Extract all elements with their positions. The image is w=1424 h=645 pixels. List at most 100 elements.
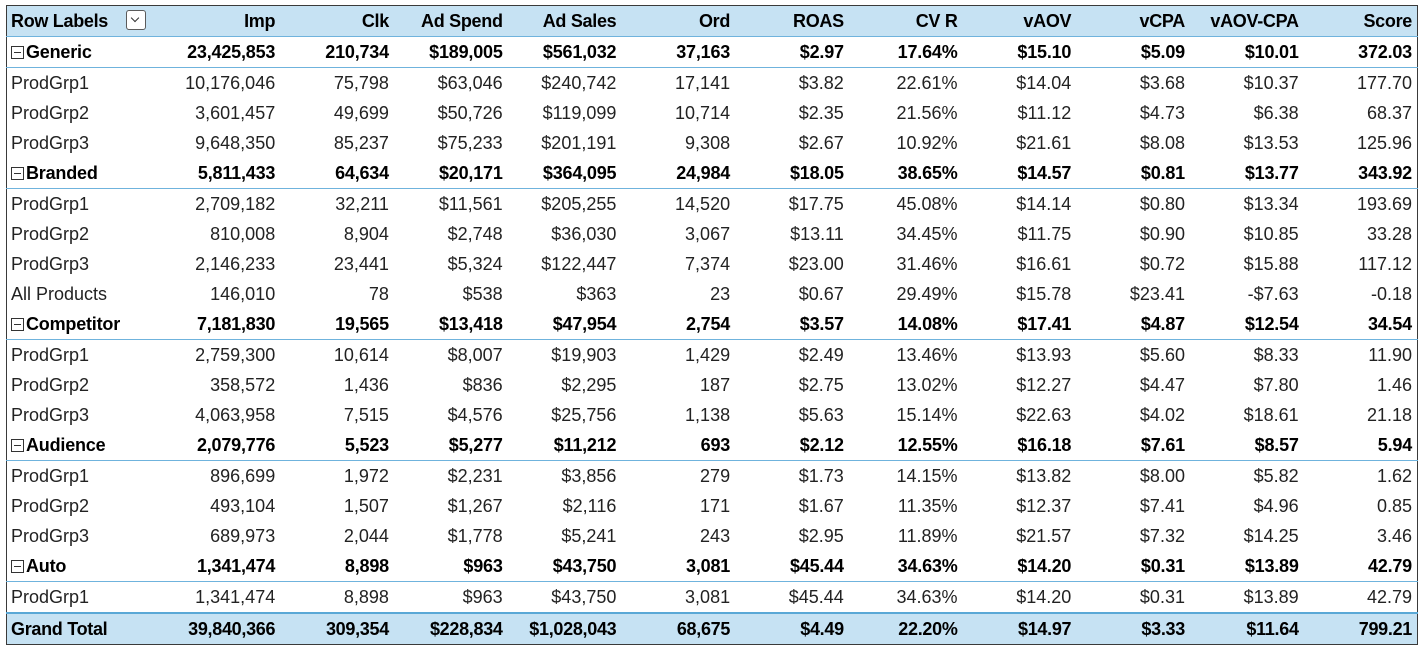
filter-dropdown-icon[interactable]	[126, 10, 147, 31]
value-cell[interactable]: 75,798	[333, 73, 389, 93]
value-cell[interactable]: $13.82	[1016, 466, 1072, 486]
value-cell[interactable]: -0.18	[1370, 284, 1412, 304]
value-cell[interactable]: 14,520	[675, 194, 731, 214]
collapse-toggle-icon[interactable]	[11, 318, 24, 331]
value-cell[interactable]: 3.46	[1376, 526, 1412, 546]
value-cell[interactable]: $240,742	[541, 73, 617, 93]
value-cell[interactable]: $8.33	[1253, 345, 1299, 365]
group-row[interactable]: Branded 5,811,433 64,634 $20,171 $364,095 24,…	[6, 158, 1418, 189]
group-value-cell[interactable]: $189,005	[393, 36, 508, 68]
value-cell[interactable]: 193.69	[1356, 194, 1412, 214]
value-cell[interactable]: $15.88	[1243, 254, 1299, 274]
value-cell[interactable]: 45.08%	[896, 194, 958, 214]
value-cell[interactable]: 243	[700, 526, 731, 546]
value-cell[interactable]: $5.60	[1139, 345, 1185, 365]
grand-total-cell[interactable]: $1,028,043	[507, 612, 622, 645]
value-cell[interactable]: 23	[710, 284, 731, 304]
value-cell[interactable]: 177.70	[1356, 73, 1412, 93]
value-cell[interactable]: $6.38	[1253, 103, 1299, 123]
value-cell[interactable]: $22.63	[1016, 405, 1072, 425]
row-label[interactable]: ProdGrp2	[11, 496, 90, 516]
value-cell[interactable]: 34.63%	[896, 587, 958, 607]
column-header-score[interactable]: Score	[1303, 5, 1418, 37]
value-cell[interactable]: $0.90	[1139, 224, 1185, 244]
value-cell[interactable]: 23,441	[333, 254, 389, 274]
group-value-cell[interactable]: $963	[393, 551, 508, 582]
value-cell[interactable]: $122,447	[541, 254, 617, 274]
value-cell[interactable]: 146,010	[210, 284, 276, 304]
group-value-cell[interactable]: $15.10	[962, 36, 1077, 68]
group-value-cell[interactable]: $13.89	[1189, 551, 1304, 582]
table-row[interactable]: ProdGrp2 358,572 1,436 $836 $2,295 187 $2.75 13…	[7, 370, 1418, 400]
table-row[interactable]: ProdGrp3 689,973 2,044 $1,778 $5,241 243 $2.95…	[7, 521, 1418, 551]
group-value-cell[interactable]: $20,171	[393, 158, 508, 189]
value-cell[interactable]: $4.73	[1139, 103, 1185, 123]
value-cell[interactable]: $17.75	[788, 194, 844, 214]
value-cell[interactable]: $4.47	[1139, 375, 1185, 395]
value-cell[interactable]: $12.37	[1016, 496, 1072, 516]
group-value-cell[interactable]: $4.87	[1076, 309, 1190, 340]
value-cell[interactable]: $2.67	[798, 133, 844, 153]
value-cell[interactable]: $43,750	[551, 587, 617, 607]
value-cell[interactable]: 1.46	[1376, 375, 1412, 395]
group-value-cell[interactable]: 19,565	[280, 309, 394, 340]
value-cell[interactable]: $4,576	[447, 405, 503, 425]
value-cell[interactable]: 21.56%	[896, 103, 958, 123]
group-value-cell[interactable]: $5,277	[393, 430, 508, 461]
value-cell[interactable]: $13.93	[1016, 345, 1072, 365]
grand-total-cell[interactable]: 799.21	[1303, 612, 1418, 645]
row-label[interactable]: ProdGrp1	[11, 345, 90, 365]
value-cell[interactable]: $201,191	[541, 133, 617, 153]
value-cell[interactable]: $2,116	[562, 496, 617, 516]
row-label[interactable]: ProdGrp1	[11, 194, 90, 214]
value-cell[interactable]: 171	[700, 496, 731, 516]
value-cell[interactable]: $3.82	[798, 73, 844, 93]
group-value-cell[interactable]: $45.44	[735, 551, 849, 582]
row-label[interactable]: ProdGrp3	[11, 405, 90, 425]
table-row[interactable]: All Products 146,010 78 $538 $363 23 $0.67 29.4…	[7, 279, 1418, 309]
value-cell[interactable]: 1.62	[1376, 466, 1412, 486]
row-label[interactable]: All Products	[11, 284, 108, 304]
row-label[interactable]: ProdGrp1	[11, 466, 90, 486]
value-cell[interactable]: $2.49	[798, 345, 844, 365]
value-cell[interactable]: 493,104	[210, 496, 276, 516]
value-cell[interactable]: $13.53	[1243, 133, 1299, 153]
collapse-toggle-icon[interactable]	[11, 439, 24, 452]
grand-total-cell[interactable]: 68,675	[621, 612, 736, 645]
grand-total-cell[interactable]: $11.64	[1189, 612, 1304, 645]
group-value-cell[interactable]: 14.08%	[848, 309, 963, 340]
grand-total-row[interactable]: Grand Total 39,840,366 309,354 $228,834 …	[6, 612, 1418, 645]
group-value-cell[interactable]: 12.55%	[848, 430, 963, 461]
value-cell[interactable]: 68.37	[1366, 103, 1412, 123]
value-cell[interactable]: 7,515	[343, 405, 389, 425]
group-value-cell[interactable]: 693	[621, 430, 736, 461]
grand-total-cell[interactable]: $3.33	[1076, 612, 1190, 645]
value-cell[interactable]: 9,648,350	[195, 133, 276, 153]
value-cell[interactable]: 21.18	[1366, 405, 1412, 425]
value-cell[interactable]: 3,081	[685, 587, 731, 607]
value-cell[interactable]: 11.35%	[897, 496, 958, 516]
value-cell[interactable]: $7.32	[1139, 526, 1185, 546]
table-row[interactable]: ProdGrp1 2,709,182 32,211 $11,561 $205,255 14…	[7, 189, 1418, 220]
group-label-cell[interactable]: Audience	[6, 430, 167, 461]
row-label[interactable]: ProdGrp1	[11, 587, 90, 607]
value-cell[interactable]: $63,046	[437, 73, 503, 93]
value-cell[interactable]: $50,726	[437, 103, 503, 123]
value-cell[interactable]: 1,972	[343, 466, 389, 486]
value-cell[interactable]: $14.04	[1016, 73, 1072, 93]
row-label[interactable]: ProdGrp2	[11, 224, 90, 244]
grand-total-cell[interactable]: $4.49	[735, 612, 849, 645]
grand-total-cell[interactable]: 22.20%	[848, 612, 963, 645]
column-header-vaov[interactable]: vAOV	[962, 5, 1077, 37]
group-value-cell[interactable]: $10.01	[1189, 36, 1304, 68]
column-header-roas[interactable]: ROAS	[735, 5, 849, 37]
group-value-cell[interactable]: $13,418	[393, 309, 508, 340]
value-cell[interactable]: 358,572	[210, 375, 276, 395]
value-cell[interactable]: $13.89	[1243, 587, 1299, 607]
value-cell[interactable]: $0.72	[1139, 254, 1185, 274]
group-value-cell[interactable]: 37,163	[621, 36, 736, 68]
value-cell[interactable]: $2,295	[561, 375, 617, 395]
value-cell[interactable]: $23.00	[788, 254, 844, 274]
group-label-cell[interactable]: Generic	[6, 36, 167, 68]
value-cell[interactable]: $11,561	[438, 194, 503, 214]
